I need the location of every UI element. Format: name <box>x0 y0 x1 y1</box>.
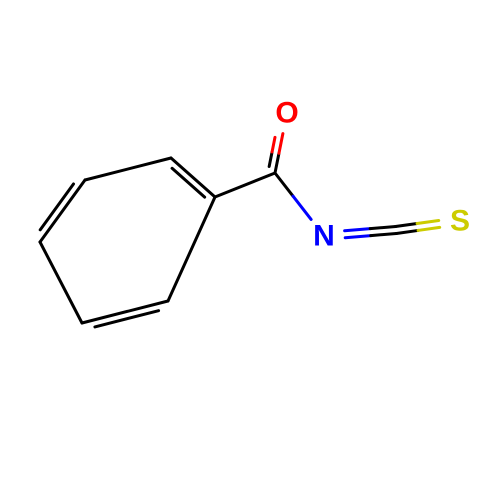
bond <box>85 158 171 180</box>
bond <box>171 158 215 197</box>
bond <box>275 153 279 173</box>
bond <box>417 220 439 223</box>
atom-label-s: S <box>450 205 470 238</box>
bond <box>418 227 440 230</box>
atom-label-n: N <box>313 220 335 253</box>
bond <box>370 227 396 229</box>
bond <box>40 180 85 242</box>
bond <box>396 230 418 233</box>
bond <box>293 196 311 219</box>
bond <box>40 184 73 230</box>
chemical-structure-diagram: O N S <box>0 0 500 500</box>
bond <box>275 173 293 196</box>
bond <box>215 173 275 197</box>
bond <box>168 197 215 301</box>
bond <box>345 229 371 231</box>
bond <box>396 223 418 226</box>
bond <box>371 233 397 235</box>
bond <box>40 242 82 323</box>
bond <box>345 236 371 238</box>
bond <box>269 152 272 167</box>
bond <box>279 134 283 154</box>
atom-label-o: O <box>275 97 298 130</box>
bond <box>272 137 275 152</box>
